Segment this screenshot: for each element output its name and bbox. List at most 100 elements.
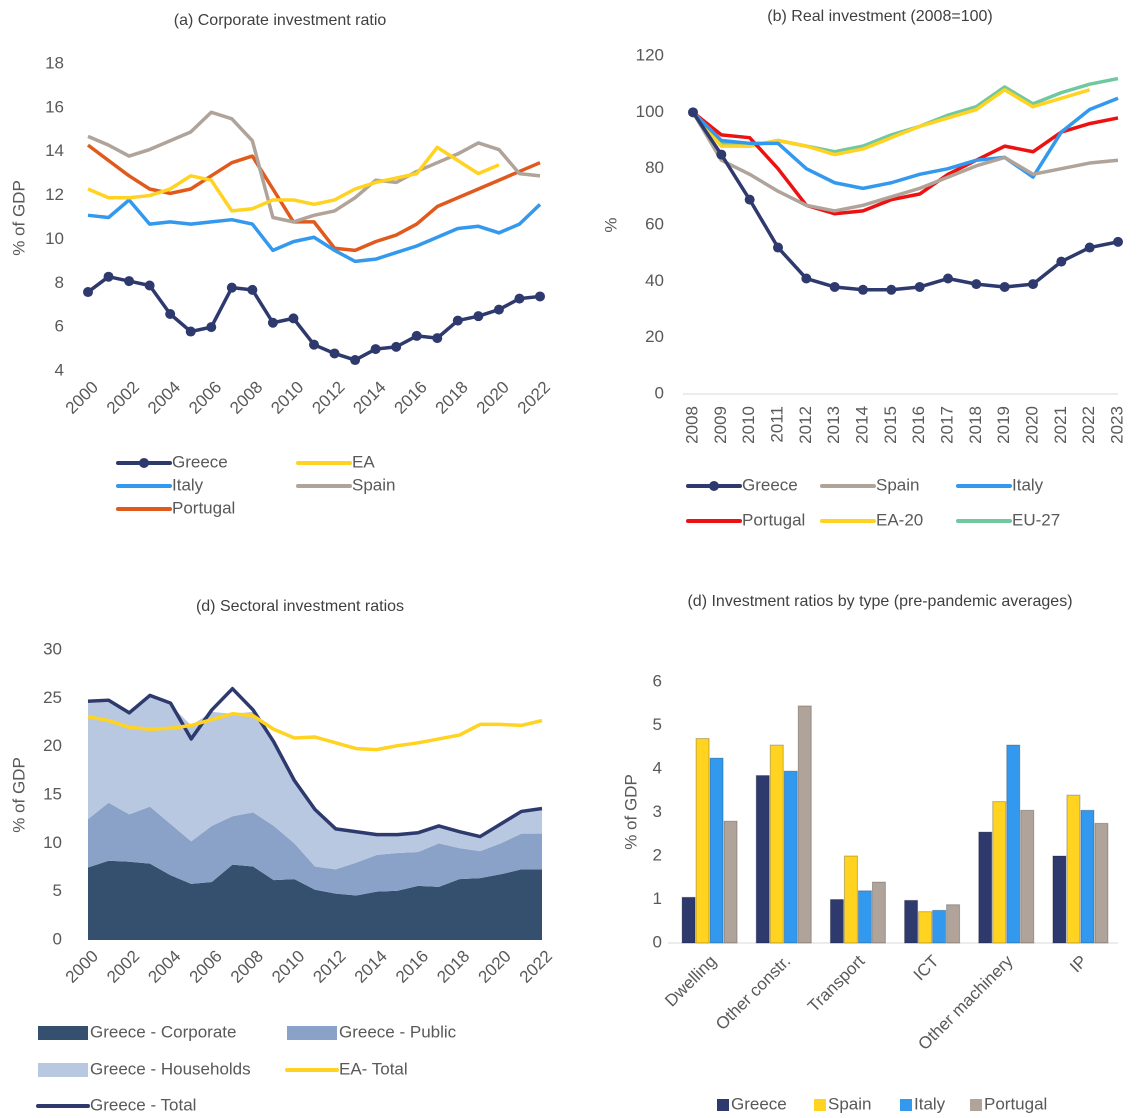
marker — [452, 315, 463, 326]
bar — [1006, 744, 1021, 944]
marker — [1028, 279, 1038, 290]
line — [691, 111, 1119, 213]
legend-marker — [709, 481, 719, 491]
x-tick-label: 2015 — [881, 406, 900, 444]
x-tick-label: 2010 — [739, 406, 758, 444]
legend-label: Greece - Households — [90, 1059, 251, 1078]
y-tick-label: 8 — [55, 273, 64, 292]
y-tick-label: 20 — [43, 736, 62, 755]
area — [88, 860, 542, 940]
legend-label: Portugal — [172, 498, 235, 517]
bar — [755, 775, 770, 944]
marker — [370, 344, 381, 355]
x-tick-label: 2016 — [909, 406, 928, 444]
x-tick-label: 2004 — [144, 378, 184, 418]
legend-label: EA- Total — [339, 1059, 408, 1078]
x-tick-label: 2014 — [351, 947, 391, 987]
legend-label: Portugal — [984, 1094, 1047, 1113]
bar — [1020, 809, 1035, 944]
marker — [288, 313, 299, 324]
x-tick-label: 2018 — [433, 947, 473, 987]
marker — [247, 284, 258, 295]
y-tick-label: 16 — [45, 97, 64, 116]
marker — [185, 326, 196, 337]
chart-title: (d) Investment ratios by type (pre-pande… — [687, 593, 1073, 610]
bar — [871, 881, 886, 944]
legend-label: Spain — [352, 475, 395, 494]
x-tick-label: Transport — [804, 951, 869, 1016]
marker — [1113, 236, 1123, 247]
marker — [858, 284, 868, 295]
marker — [432, 333, 443, 344]
legend-swatch — [287, 1026, 337, 1040]
marker — [744, 194, 755, 205]
legend-label: Greece — [172, 452, 228, 471]
x-tick-label: 2019 — [994, 406, 1013, 444]
y-tick-label: 5 — [653, 715, 662, 734]
x-tick-label: 2011 — [767, 406, 786, 443]
x-tick-label: 2002 — [103, 378, 143, 418]
x-tick-label: 2010 — [267, 378, 307, 418]
line — [87, 686, 543, 839]
legend-label: Greece — [731, 1094, 787, 1113]
marker — [914, 281, 925, 292]
marker — [1056, 256, 1067, 267]
x-tick-label: 2012 — [309, 947, 349, 987]
bar — [932, 909, 947, 944]
legend-label: EA-20 — [876, 510, 923, 529]
y-tick-label: 6 — [55, 317, 64, 336]
marker — [999, 281, 1010, 292]
x-tick-label: IP — [1066, 952, 1091, 977]
legend-swatch — [970, 1099, 982, 1111]
y-tick-label: 40 — [645, 271, 664, 290]
x-tick-label: 2008 — [682, 406, 701, 444]
marker — [350, 355, 361, 366]
marker — [144, 280, 155, 291]
y-axis-label: % of GDP — [9, 180, 28, 256]
marker — [391, 341, 402, 352]
bar — [857, 890, 872, 944]
x-tick-label: 2008 — [227, 947, 267, 987]
y-tick-label: 80 — [645, 158, 664, 177]
y-tick-label: 1 — [653, 889, 662, 908]
bar — [723, 820, 738, 944]
bar — [695, 738, 710, 944]
bar — [769, 744, 784, 944]
x-tick-label: ICT — [910, 952, 943, 985]
y-tick-label: 15 — [43, 784, 62, 803]
x-tick-label: 2020 — [1022, 406, 1041, 444]
x-tick-label: 2004 — [144, 947, 184, 987]
area — [88, 802, 542, 896]
legend-label: Italy — [172, 475, 204, 494]
x-tick-label: 2009 — [711, 406, 730, 444]
marker — [493, 304, 504, 315]
marker — [329, 348, 340, 359]
x-tick-label: 2018 — [432, 378, 472, 418]
marker — [309, 339, 319, 350]
line — [86, 143, 541, 253]
chart-title: (d) Sectoral investment ratios — [195, 598, 405, 615]
y-tick-label: 30 — [43, 639, 62, 658]
legend-swatch — [38, 1063, 88, 1077]
x-tick-label: 2018 — [966, 406, 985, 444]
line — [691, 96, 1119, 191]
line — [87, 198, 542, 264]
bar — [992, 801, 1007, 944]
y-tick-label: 5 — [53, 881, 62, 900]
marker — [206, 322, 217, 333]
x-tick-label: 2013 — [824, 406, 843, 444]
y-tick-label: 100 — [636, 102, 664, 121]
x-tick-label: 2006 — [185, 378, 225, 418]
y-tick-label: 10 — [43, 833, 62, 852]
marker — [473, 311, 484, 322]
legend-label: Greece — [742, 475, 798, 494]
marker — [103, 271, 114, 282]
legend-label: Spain — [876, 475, 919, 494]
legend-swatch — [814, 1099, 826, 1111]
legend-swatch — [717, 1099, 729, 1111]
marker — [535, 291, 545, 302]
bar — [904, 899, 919, 944]
bar — [783, 770, 798, 944]
y-tick-label: 25 — [43, 688, 62, 707]
legend-label: EA — [352, 452, 375, 471]
